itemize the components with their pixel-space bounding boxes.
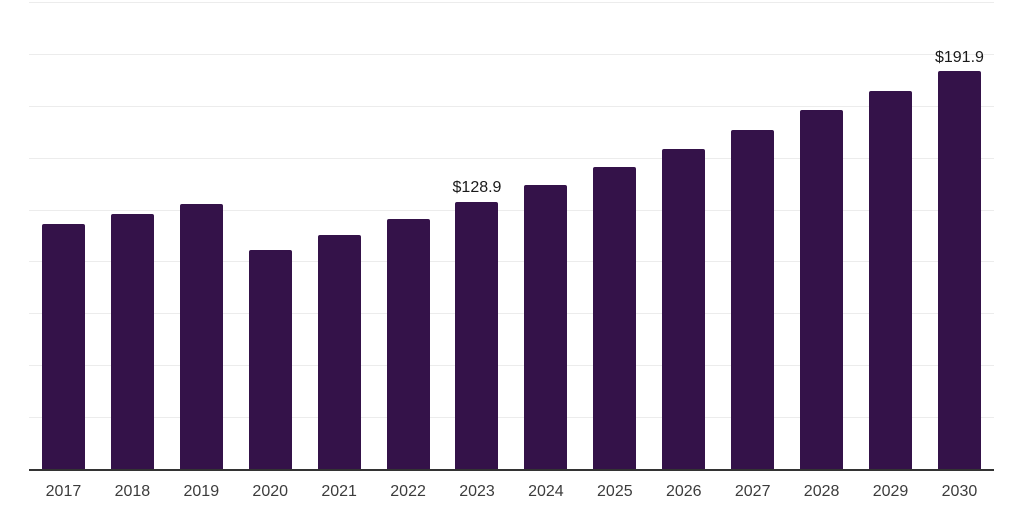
x-tick-label-2019: 2019 <box>183 483 220 500</box>
gridline-100 <box>29 261 994 263</box>
x-tick-label-2030: 2030 <box>941 483 978 500</box>
bar-2029 <box>869 90 913 469</box>
x-tick-label-2029: 2029 <box>872 483 909 500</box>
bar-2028 <box>800 110 844 469</box>
bar-2017 <box>41 223 85 469</box>
bar-slot-2020 <box>236 2 305 469</box>
bar-2025 <box>593 166 637 469</box>
gridline-200 <box>29 53 994 55</box>
plot-area: $128.9 $191.9 <box>29 2 994 471</box>
bar-2021 <box>317 234 361 469</box>
bar-slot-2026 <box>649 2 718 469</box>
x-tick-label-2021: 2021 <box>321 483 357 500</box>
x-tick-label-2028: 2028 <box>803 483 840 500</box>
bar-2030 <box>937 70 981 469</box>
bar-slot-2023: $128.9 <box>443 2 512 469</box>
bar-slot-2017 <box>29 2 98 469</box>
bar-slot-2021 <box>305 2 374 469</box>
gridline-50 <box>29 365 994 367</box>
x-tick-label-2017: 2017 <box>45 483 82 500</box>
x-tick-label-2023: 2023 <box>459 483 495 500</box>
gridline-150 <box>29 157 994 159</box>
bar-2019 <box>179 203 223 469</box>
gridline-125 <box>29 209 994 211</box>
bar-slot-2030: $191.9 <box>925 2 994 469</box>
bar-2022 <box>386 219 430 469</box>
bar-slot-2029 <box>856 2 925 469</box>
bar-slot-2025 <box>580 2 649 469</box>
x-tick-label-2026: 2026 <box>665 483 702 500</box>
bar-slot-2024 <box>511 2 580 469</box>
bar-2020 <box>248 250 292 469</box>
gridline-25 <box>29 417 994 419</box>
bar-slot-2028 <box>787 2 856 469</box>
gridline-225 <box>29 2 994 3</box>
x-tick-label-2025: 2025 <box>597 483 633 500</box>
x-tick-label-2022: 2022 <box>390 483 426 500</box>
bars-row: $128.9 $191.9 <box>29 2 994 469</box>
bar-2024 <box>524 184 568 469</box>
bar-2023 <box>455 201 499 469</box>
bar-slot-2019 <box>167 2 236 469</box>
gridline-175 <box>29 105 994 107</box>
x-tick-label-2018: 2018 <box>114 483 151 500</box>
bar-2018 <box>110 214 154 469</box>
x-tick-label-2027: 2027 <box>734 483 771 500</box>
gridline-75 <box>29 313 994 315</box>
bar-slot-2018 <box>98 2 167 469</box>
x-tick-label-2024: 2024 <box>528 483 564 500</box>
bar-2026 <box>662 148 706 469</box>
bar-slot-2027 <box>718 2 787 469</box>
bar-value-label-2023: $128.9 <box>452 179 502 197</box>
bar-slot-2022 <box>374 2 443 469</box>
x-axis-labels: 2017 2018 2019 2020 2021 2022 2023 2024 2025 2026… <box>29 483 994 501</box>
bar-value-label-2030: $191.9 <box>934 48 984 66</box>
x-tick-label-2020: 2020 <box>252 483 289 500</box>
bar-2027 <box>731 129 775 469</box>
